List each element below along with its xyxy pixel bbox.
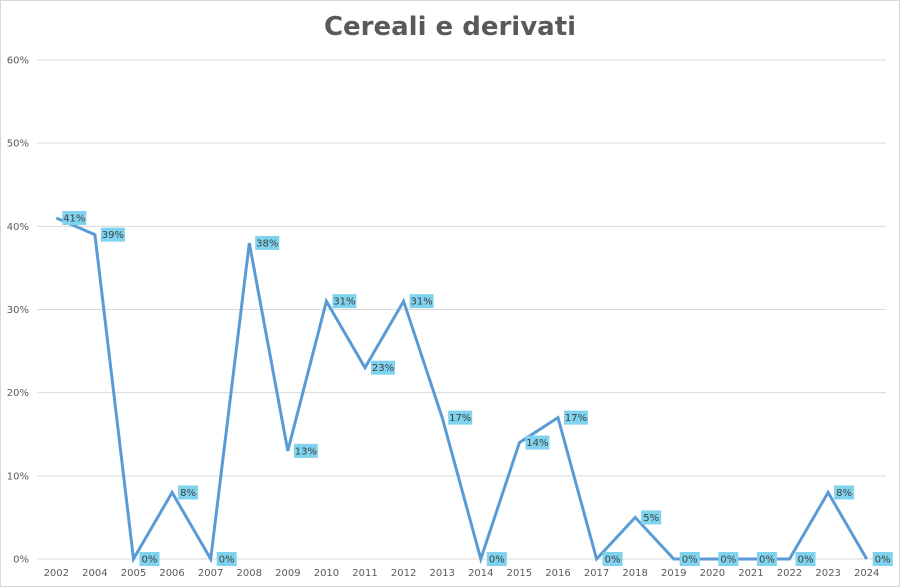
data-label-bg [834, 485, 855, 500]
data-label: 0% [798, 555, 814, 566]
data-label: 5% [643, 513, 659, 524]
data-label: 0% [875, 555, 891, 566]
y-tick-label: 0% [13, 555, 29, 566]
data-label: 41% [63, 214, 85, 225]
y-tick-label: 60% [7, 56, 29, 67]
x-tick-label: 2007 [198, 568, 223, 579]
data-label-bg [679, 552, 700, 566]
data-label-bg [139, 552, 160, 566]
data-label: 0% [720, 555, 736, 566]
data-label-bg [563, 410, 588, 425]
series-line [55, 216, 868, 565]
x-tick-label: 2002 [44, 568, 69, 579]
data-label: 14% [526, 438, 548, 449]
data-label: 23% [372, 363, 394, 374]
data-label-bg [255, 235, 280, 250]
x-tick-label: 2009 [275, 568, 300, 579]
data-label-bg [216, 552, 237, 566]
data-label-bg [332, 294, 357, 309]
x-tick-label: 2006 [159, 568, 184, 579]
x-tick-label: 2010 [314, 568, 339, 579]
data-label-bg [641, 510, 662, 525]
x-tick-label: 2015 [507, 568, 532, 579]
data-label-bg [178, 485, 199, 500]
data-label: 0% [219, 555, 235, 566]
y-tick-label: 10% [7, 471, 29, 482]
data-label: 31% [410, 297, 432, 308]
data-label-bg [100, 227, 125, 242]
x-tick-label: 2004 [82, 568, 107, 579]
x-tick-label: 2017 [584, 568, 609, 579]
x-tick-label: 2021 [738, 568, 763, 579]
data-label-bg [795, 552, 816, 566]
x-tick-label: 2013 [429, 568, 454, 579]
x-tick-label: 2005 [121, 568, 146, 579]
data-label-bg [872, 552, 893, 566]
data-label-bg [371, 360, 396, 375]
data-label: 0% [759, 555, 775, 566]
data-label-bg [448, 410, 473, 425]
data-label-bg [62, 211, 87, 226]
data-label-bg [756, 552, 777, 566]
data-label: 0% [142, 555, 158, 566]
y-tick-label: 40% [7, 222, 29, 233]
x-tick-label: 2016 [545, 568, 570, 579]
chart-title: Cereali e derivati [323, 12, 577, 42]
x-tick-label: 2008 [237, 568, 262, 579]
data-label: 8% [180, 488, 196, 499]
data-label-bg [293, 443, 318, 458]
y-tick-label: 50% [7, 139, 29, 150]
data-label: 38% [256, 238, 278, 249]
data-label-bg [525, 435, 550, 450]
data-label: 39% [102, 230, 124, 241]
data-label-bg [409, 294, 434, 309]
data-label-bg [718, 552, 739, 566]
x-tick-label: 2024 [854, 568, 879, 579]
x-tick-label: 2019 [661, 568, 686, 579]
data-label: 0% [605, 555, 621, 566]
data-label: 17% [565, 413, 587, 424]
x-tick-label: 2018 [622, 568, 647, 579]
data-label-bg [486, 552, 507, 566]
data-label: 13% [295, 446, 317, 457]
x-tick-label: 2011 [352, 568, 377, 579]
data-label-bg [602, 552, 623, 566]
data-label: 8% [836, 488, 852, 499]
x-tick-label: 2014 [468, 568, 493, 579]
data-label: 0% [489, 555, 505, 566]
data-label: 17% [449, 413, 471, 424]
y-tick-label: 30% [7, 305, 29, 316]
data-label: 31% [333, 297, 355, 308]
y-tick-label: 20% [7, 388, 29, 399]
x-tick-label: 2012 [391, 568, 416, 579]
x-tick-label: 2020 [700, 568, 725, 579]
x-tick-label: 2022 [777, 568, 802, 579]
x-tick-label: 2023 [815, 568, 840, 579]
data-label: 0% [682, 555, 698, 566]
